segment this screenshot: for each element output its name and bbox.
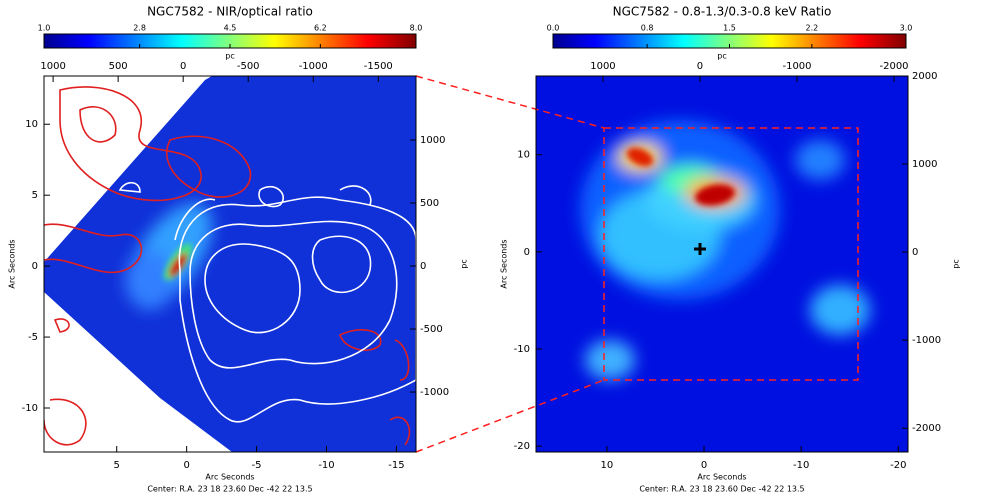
y2-tick-label: 1000 <box>420 135 445 146</box>
x-tick-label: -10 <box>318 460 334 471</box>
colorbar-tick-label: 8.0 <box>410 24 423 33</box>
y2-tick-label: -2000 <box>912 423 941 434</box>
y-tick-label: 10 <box>25 119 38 130</box>
zoom-lines <box>415 75 605 453</box>
y-tick-label: -10 <box>22 403 38 414</box>
colorbar-tick-label: 1.5 <box>723 24 736 33</box>
y2-tick-label: -1000 <box>420 387 449 398</box>
plot-frame <box>43 75 417 453</box>
x2-axis-label: pc <box>225 52 234 61</box>
x-tick-label: 10 <box>601 460 614 471</box>
xray-image <box>536 76 908 452</box>
y-tick-label: 5 <box>32 190 38 201</box>
colorbar-tick-label: 2.8 <box>133 24 146 33</box>
x-tick-label: 0 <box>701 460 707 471</box>
y-tick-label: 0 <box>32 261 38 272</box>
x2-tick-label: 0 <box>697 61 703 72</box>
x-tick-label: 0 <box>183 460 189 471</box>
x2-tick-label: 500 <box>109 61 128 72</box>
footer: Center: R.A. 23 18 23.60 Dec -42 22 13.5 <box>147 485 312 494</box>
x2-tick-label: 1000 <box>590 61 615 72</box>
y-tick-label: 0 <box>524 247 530 258</box>
x-tick-label: 5 <box>114 460 120 471</box>
x-axis-label: Arc Seconds <box>205 473 254 482</box>
footer: Center: R.A. 23 18 23.60 Dec -42 22 13.5 <box>639 485 804 494</box>
x-tick-label: -5 <box>252 460 262 471</box>
chart-title: NGC7582 - NIR/optical ratio <box>147 5 313 19</box>
y2-tick-label: 0 <box>912 247 918 258</box>
x2-tick-label: -1000 <box>299 61 328 72</box>
x2-tick-label: 0 <box>180 61 186 72</box>
colorbar-tick-label: 2.2 <box>805 24 818 33</box>
colorbar-tick-label: 0.8 <box>641 24 654 33</box>
y-tick-label: -10 <box>514 344 530 355</box>
y-tick-label: -20 <box>514 441 530 452</box>
y2-axis-label: pc <box>952 259 961 268</box>
x-tick-label: -15 <box>388 460 404 471</box>
x2-tick-label: -2000 <box>879 61 908 72</box>
y2-tick-label: -1000 <box>912 335 941 346</box>
nir-image <box>44 76 416 452</box>
y-tick-label: 10 <box>517 150 530 161</box>
colorbar-tick-label: 0.0 <box>547 24 560 33</box>
x-axis-label: Arc Seconds <box>697 473 746 482</box>
colorbar-tick-label: 4.5 <box>224 24 237 33</box>
x2-tick-label: 1000 <box>40 61 65 72</box>
y-tick-label: -5 <box>28 332 38 343</box>
x-tick-label: -10 <box>793 460 809 471</box>
y2-tick-label: 2000 <box>912 71 937 82</box>
y-axis-label: Arc Seconds <box>8 239 17 288</box>
y2-tick-label: 500 <box>420 198 439 209</box>
x-tick-label: -20 <box>890 460 906 471</box>
y2-tick-label: -500 <box>420 324 443 335</box>
y2-axis-label: pc <box>460 259 469 268</box>
x2-tick-label: -1000 <box>782 61 811 72</box>
y-axis-label: Arc Seconds <box>500 239 509 288</box>
colorbar-tick-label: 3.0 <box>900 24 913 33</box>
y2-tick-label: 1000 <box>912 159 937 170</box>
y2-tick-label: 0 <box>420 261 426 272</box>
chart-title: NGC7582 - 0.8-1.3/0.3-0.8 keV Ratio <box>613 5 832 19</box>
plot-frame <box>535 75 909 453</box>
colorbar-tick-label: 1.0 <box>38 24 51 33</box>
colorbar-tick-label: 6.2 <box>314 24 327 33</box>
x2-axis-label: pc <box>717 52 726 61</box>
x2-tick-label: -1500 <box>364 61 393 72</box>
x2-tick-label: -500 <box>237 61 260 72</box>
